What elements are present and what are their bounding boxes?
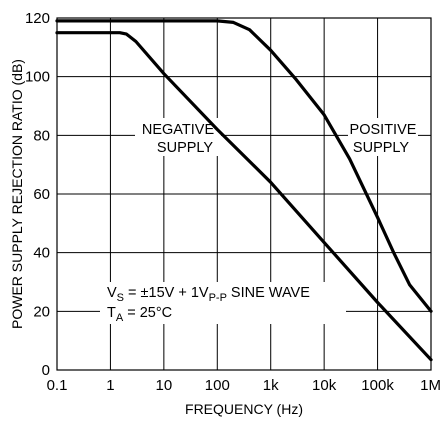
x-axis-title: FREQUENCY (Hz) [185,401,303,417]
x-tick-label: 0.1 [47,377,68,394]
y-tick-label: 40 [33,245,50,262]
x-tick-label: 1M [420,377,441,394]
negative-label-mask [135,118,221,156]
positive-label-line2: SUPPLY [353,140,409,156]
ta-tail: = 25°C [123,305,172,321]
x-tick-label: 100k [361,377,394,394]
y-tick-label: 20 [33,303,50,320]
y-tick-labels: 0 20 40 60 80 100 120 [25,10,50,379]
negative-label-line1: NEGATIVE [142,122,215,138]
y-axis-title: POWER SUPPLY REJECTION RATIO (dB) [9,59,25,329]
vs-tail: SINE WAVE [227,285,310,301]
x-tick-label: 100 [205,377,230,394]
positive-supply-line [55,19,433,313]
conditions-label-mask [100,282,346,324]
y-tick-label: 120 [25,10,50,27]
vs-mid: = ±15V + 1V [124,285,209,301]
vs-subscript-pp: P-P [209,292,227,304]
y-tick-label: 60 [33,186,50,203]
negative-label-line2: SUPPLY [157,140,213,156]
ta-subscript: A [116,312,124,324]
vs-main: V [107,285,117,301]
y-tick-label: 0 [42,362,50,379]
y-tick-label: 80 [33,127,50,144]
vs-subscript: S [117,292,124,304]
plot-frame [56,17,432,371]
series-lines [55,19,433,362]
positive-supply-label: POSITIVE SUPPLY [350,122,417,156]
x-tick-labels: 0.1 1 10 100 1k 10k 100k 1M [47,377,441,394]
x-tick-label: 10k [312,377,337,394]
supply-condition-label: VS = ±15V + 1VP-P SINE WAVE [107,285,310,304]
x-tick-label: 1 [106,377,114,394]
label-masks [100,118,418,324]
ta-main: T [107,305,116,321]
x-tick-label: 10 [156,377,173,394]
x-tick-label: 1k [263,377,279,394]
negative-supply-line [55,31,433,362]
negative-supply-label: NEGATIVE SUPPLY [142,122,215,156]
positive-label-line1: POSITIVE [350,122,417,138]
positive-label-mask [348,118,418,156]
temperature-condition-label: TA = 25°C [107,305,172,324]
y-tick-label: 100 [25,69,50,86]
